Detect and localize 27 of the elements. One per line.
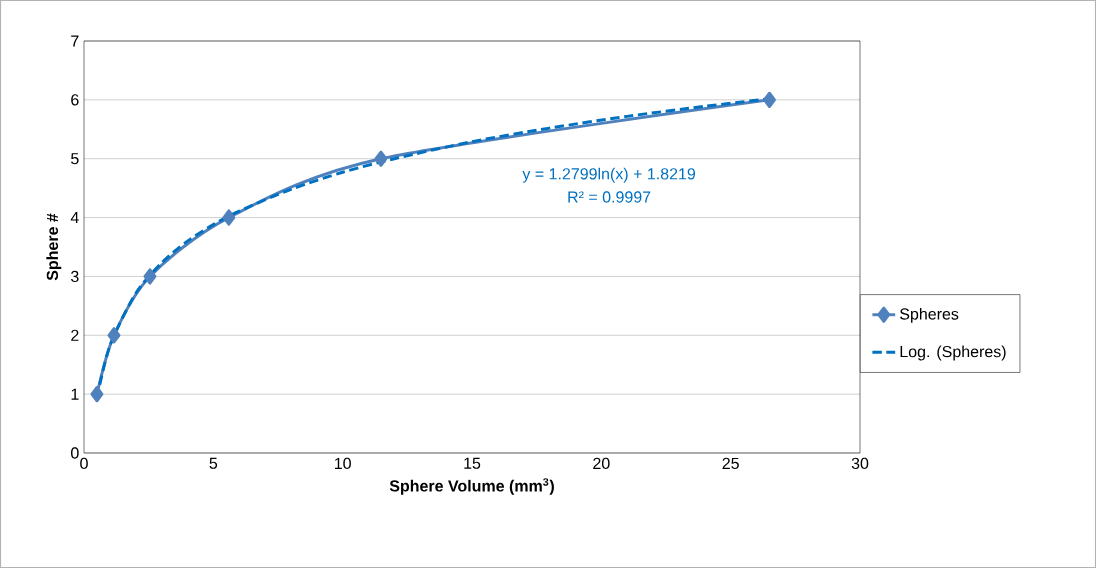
- y-tick-label: 6: [71, 94, 79, 106]
- x-tick-label: 10: [334, 457, 351, 470]
- y-tick-label: 5: [71, 153, 79, 165]
- x-tick-label: 15: [464, 457, 481, 469]
- annotation: R² = 0.9997: [568, 191, 651, 203]
- y-axis-title: Sphere #: [46, 213, 62, 281]
- legend-label: Log. (Spheres): [900, 345, 1006, 361]
- point: [763, 91, 776, 108]
- point: [143, 268, 157, 285]
- y-tick-label: 3: [71, 270, 79, 283]
- legend-label: Spheres: [900, 307, 959, 323]
- annotation: y = 1.2799ln(x) + 1.8219: [522, 167, 696, 183]
- y-tick-label: 4: [70, 212, 79, 224]
- y-tick-label: 1: [71, 388, 79, 400]
- y-tick-label: 0: [71, 447, 79, 459]
- x-tick-label: 5: [209, 457, 218, 469]
- x-tick-label: 30: [851, 457, 869, 470]
- point: [222, 209, 236, 226]
- text: Sphere Volume (mm$^{3}$): [389, 478, 554, 495]
- y-tick-label: 2: [71, 329, 79, 341]
- y-tick-label: 7: [71, 35, 79, 47]
- point: [107, 327, 121, 344]
- point: [374, 150, 388, 167]
- x-tick-label: 20: [593, 457, 610, 470]
- x-tick-label: 0: [80, 457, 88, 470]
- x-tick-label: 25: [722, 457, 739, 470]
- point: [90, 386, 104, 403]
